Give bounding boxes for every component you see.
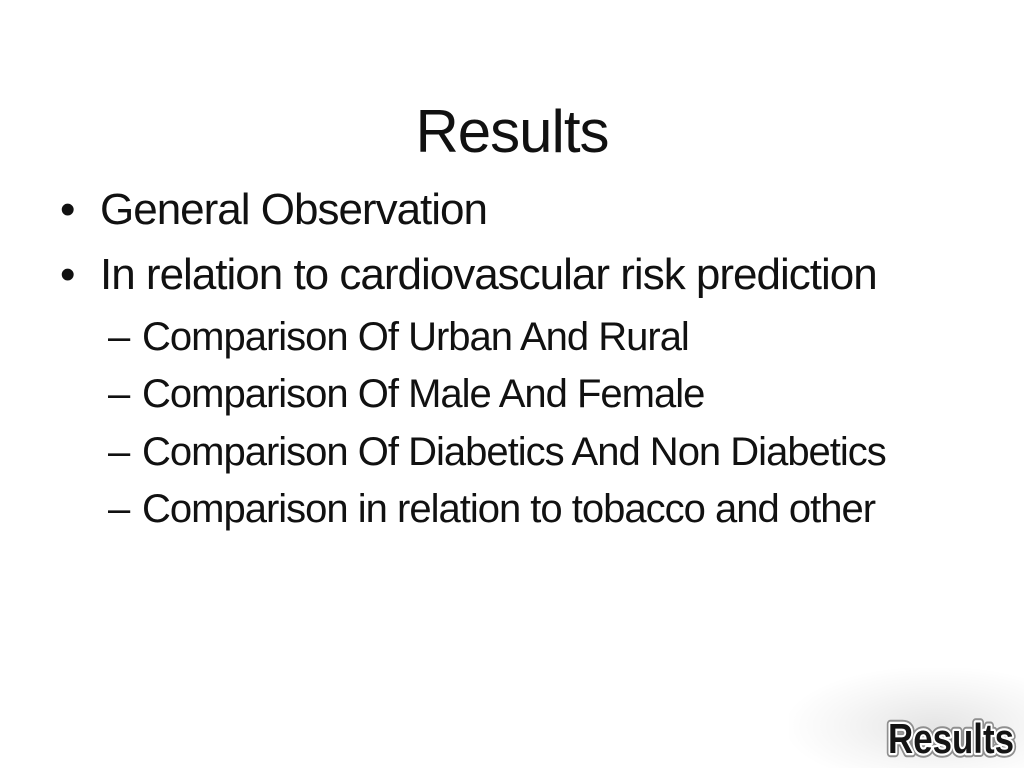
sub-bullet-text: Comparison Of Urban And Rural <box>142 315 690 359</box>
bullet-text: General Observation <box>100 185 488 234</box>
bullet-marker: • <box>60 250 76 299</box>
dash-marker: – <box>108 315 131 359</box>
dash-marker: – <box>108 430 131 474</box>
sub-bullet-text: Comparison in relation to tobacco and ot… <box>142 487 876 531</box>
dash-marker: – <box>108 487 131 531</box>
results-watermark: Results Results <box>884 711 1019 766</box>
sub-bullet-text: Comparison Of Male And Female <box>142 372 705 416</box>
watermark-text: Results <box>888 715 1014 762</box>
bullet-marker: • <box>60 185 76 234</box>
dash-marker: – <box>108 372 131 416</box>
watermark-outer-outline: Results <box>888 715 1014 762</box>
bullet-text: In relation to cardiovascular risk predi… <box>100 250 878 299</box>
slide-title: Results <box>415 98 609 166</box>
sub-bullet-text: Comparison Of Diabetics And Non Diabetic… <box>142 430 887 474</box>
